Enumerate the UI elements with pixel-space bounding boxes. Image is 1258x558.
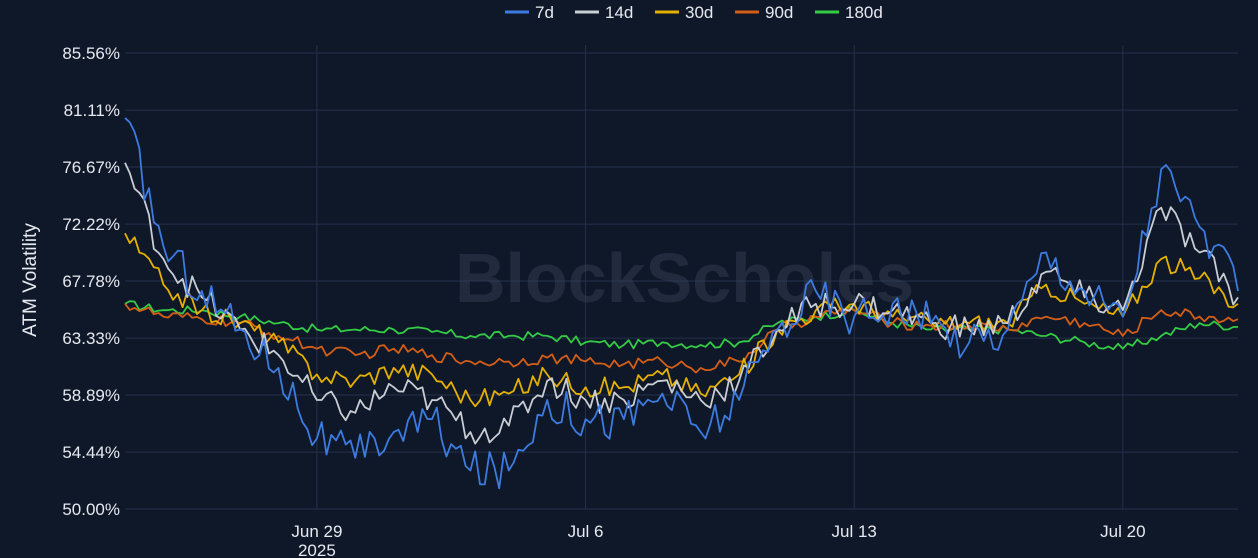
y-axis: 50.00% 54.44% 58.89% 63.33% 67.78% 72.22% 76.6… xyxy=(62,44,120,519)
x-tick-year-label: 2025 xyxy=(298,541,336,558)
y-tick-label: 76.67% xyxy=(62,158,120,177)
x-tick-label: Jul 13 xyxy=(832,522,877,541)
y-axis-title: ATM Volatility xyxy=(20,223,41,337)
watermark-text: BlockScholes xyxy=(455,239,914,317)
series-line-180d xyxy=(124,300,1239,351)
legend[interactable]: 7d 14d 30d 90d 180d xyxy=(505,3,883,22)
y-tick-label: 67.78% xyxy=(62,272,120,291)
legend-item-7d[interactable]: 7d xyxy=(505,3,554,22)
legend-item-180d[interactable]: 180d xyxy=(815,3,883,22)
series-line-7d xyxy=(124,117,1239,490)
y-tick-label: 50.00% xyxy=(62,500,120,519)
x-tick-label: Jul 6 xyxy=(568,522,604,541)
legend-item-14d[interactable]: 14d xyxy=(575,3,633,22)
legend-label: 30d xyxy=(685,3,713,22)
legend-label: 14d xyxy=(605,3,633,22)
y-tick-label: 63.33% xyxy=(62,329,120,348)
legend-label: 180d xyxy=(845,3,883,22)
grid xyxy=(125,45,1238,510)
y-tick-label: 72.22% xyxy=(62,215,120,234)
y-tick-label: 85.56% xyxy=(62,44,120,63)
y-tick-label: 58.89% xyxy=(62,386,120,405)
series-line-90d xyxy=(124,303,1239,374)
legend-item-30d[interactable]: 30d xyxy=(655,3,713,22)
x-tick-label: Jun 29 xyxy=(291,522,342,541)
series-lines xyxy=(124,117,1239,490)
legend-label: 7d xyxy=(535,3,554,22)
x-tick-label: Jul 20 xyxy=(1100,522,1145,541)
y-tick-label: 54.44% xyxy=(62,443,120,462)
y-tick-label: 81.11% xyxy=(64,101,120,120)
legend-label: 90d xyxy=(765,3,793,22)
legend-item-90d[interactable]: 90d xyxy=(735,3,793,22)
series-line-14d xyxy=(124,162,1239,445)
